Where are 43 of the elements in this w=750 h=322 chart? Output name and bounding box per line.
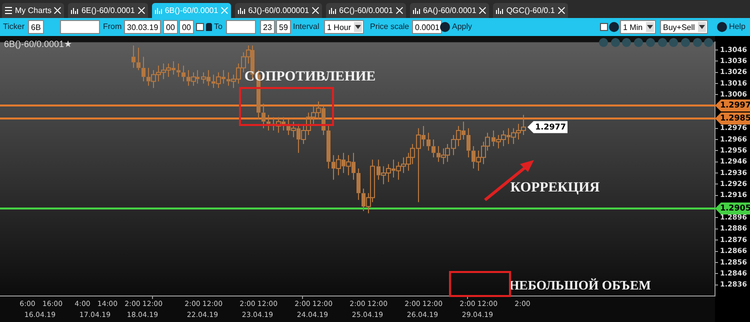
text: 00 <box>179 20 194 34</box>
text: To <box>214 21 222 33</box>
text: 6B <box>28 20 44 34</box>
candlestick <box>142 56 146 82</box>
candlestick <box>132 45 136 68</box>
chart-title: 6B()-60/0.0001★ <box>4 38 72 49</box>
annotation: 1.2977 <box>535 122 566 132</box>
text: QGC()-60/0.1 <box>506 5 555 17</box>
text: 6C()-60/0.0001 <box>339 5 393 17</box>
text: Interval <box>293 21 320 33</box>
text: 59 <box>276 20 291 34</box>
text: 6B()-60/0.0001 <box>164 5 218 17</box>
text: 23 <box>260 20 275 34</box>
text: From <box>103 21 122 33</box>
text: 30.03.19 <box>124 20 162 34</box>
candlestick <box>176 62 180 78</box>
text: 0.0001 <box>412 20 442 34</box>
text: 6J()-60/0.000001 <box>248 5 310 17</box>
annotation: КОРРЕКЦИЯ <box>510 180 600 196</box>
text: 6E()-60/0.0001 <box>81 5 135 17</box>
text: Price scale <box>370 21 410 33</box>
candlestick <box>356 168 360 200</box>
ref-line-label: 1.2985 <box>720 114 750 123</box>
text: 6A()-60/0.0001 <box>422 5 476 17</box>
candlestick <box>136 47 140 71</box>
text: Apply <box>452 21 472 33</box>
text: Buy+Sell <box>660 20 708 34</box>
candlestick <box>426 132 430 152</box>
text: 1 Min <box>620 20 656 34</box>
candlestick <box>432 138 436 158</box>
text: Ticker <box>3 21 24 33</box>
ref-line-label: 1.2997 <box>720 100 750 110</box>
candlestick <box>326 126 330 170</box>
text: Help <box>729 21 746 33</box>
text: 00 <box>163 20 178 34</box>
candlestick <box>466 128 470 158</box>
text: My Charts <box>15 5 52 17</box>
annotation: НЕБОЛЬШОЙ ОБЪЕМ <box>509 277 651 292</box>
text: 1 Hour <box>324 20 364 34</box>
ref-line-label: 1.2905 <box>720 204 750 213</box>
candlestick <box>266 114 270 132</box>
candlestick <box>182 65 186 82</box>
candlestick <box>262 103 266 129</box>
